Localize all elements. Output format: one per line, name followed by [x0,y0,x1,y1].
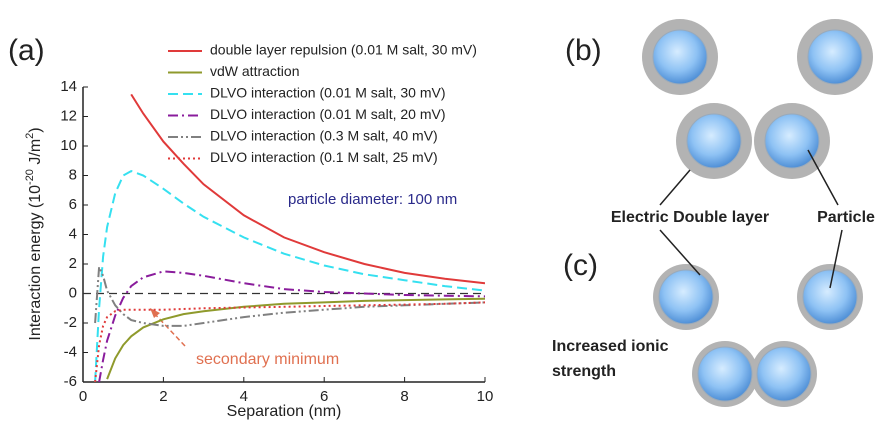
y-tick-label: 6 [69,196,77,213]
y-tick-label: 10 [60,137,77,154]
y-label-sup: -20 [24,169,36,185]
legend-label: DLVO interaction (0.01 M salt, 30 mV) [210,85,446,101]
pointer [659,169,691,206]
y-tick-label: 14 [60,78,77,95]
series-line [94,266,485,327]
particle [802,269,858,325]
diagram-panel: (b) (c) Electric Double layer Particle I… [552,19,875,407]
series-line [130,93,485,285]
particle [697,346,753,402]
x-tick-label: 6 [320,388,328,405]
legend-label: DLVO interaction (0.3 M salt, 40 mV) [210,128,438,144]
pointer [829,229,843,289]
caption: Increased ionic [552,338,669,355]
annotation: secondary minimum [196,351,339,368]
y-tick-label: -6 [64,373,77,390]
plot-area [94,93,485,382]
y-label-sup: 2 [24,133,36,139]
y-tick-label: 2 [69,255,77,272]
diagram-label: Electric Double layer [611,209,769,226]
legend-label: DLVO interaction (0.1 M salt, 25 mV) [210,149,438,165]
y-label-part: J/m [27,139,44,169]
x-tick-label: 0 [79,388,87,405]
annotation: particle diameter: 100 nm [288,191,457,208]
caption: strength [552,363,616,380]
x-tick-label: 10 [477,388,494,405]
y-label-part: ) [27,127,44,132]
y-tick-label: 0 [69,284,77,301]
particle [807,29,863,85]
x-axis-label: Separation (nm) [227,403,342,420]
legend-label: DLVO interaction (0.01 M salt, 20 mV) [210,106,446,122]
panel-label: (a) [8,34,45,67]
x-tick-label: 4 [240,388,248,405]
series-line [94,170,485,382]
diagram-label: Particle [817,209,875,226]
y-tick-label: 4 [69,225,77,242]
legend-label: vdW attraction [210,63,299,79]
panel-label: (c) [563,249,598,282]
pointer [807,149,839,206]
particle [764,113,820,169]
particles [642,19,873,407]
particle [652,29,708,85]
panel-label: (b) [565,34,602,67]
y-label-part: Interaction energy (10 [27,185,44,341]
particle [658,269,714,325]
y-tick-label: -4 [64,343,77,360]
y-tick-label: 12 [60,107,77,124]
y-axis-label: Interaction energy (10-20 J/m2) [24,127,44,340]
particle [686,113,742,169]
arrow-head [150,308,160,318]
legend-label: double layer repulsion (0.01 M salt, 30 … [210,42,477,58]
y-tick-label: -2 [64,314,77,331]
pointer [659,229,701,276]
x-tick-label: 8 [400,388,408,405]
series-line [106,297,485,380]
x-tick-label: 2 [159,388,167,405]
y-tick-label: 8 [69,166,77,183]
particle [756,346,812,402]
chart-panel: (a) Separation (nm) Interaction energy (… [8,34,493,420]
